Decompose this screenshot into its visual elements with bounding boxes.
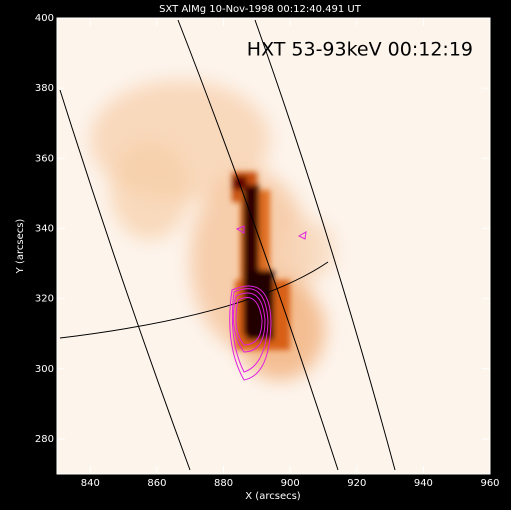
y-axis-label: Y (arcsecs): [15, 219, 26, 275]
annotation: HXT 53-93keV 00:12:19: [247, 39, 473, 61]
y-tick-label: 380: [35, 83, 54, 94]
y-tick-label: 360: [35, 153, 54, 164]
x-tick-label: 920: [347, 478, 366, 489]
solar-image: [57, 18, 490, 474]
x-tick-label: 880: [214, 478, 233, 489]
y-tick-label: 400: [35, 13, 54, 24]
y-tick-label: 300: [35, 364, 54, 375]
x-tick-label: 940: [414, 478, 433, 489]
y-tick-label: 340: [35, 223, 54, 234]
x-axis-label: X (arcsecs): [245, 491, 301, 502]
plot-frame: [56, 17, 491, 475]
chart-title: SXT AlMg 10-Nov-1998 00:12:40.491 UT: [159, 4, 362, 15]
x-tick-label: 900: [281, 478, 300, 489]
x-tick-label: 860: [147, 478, 166, 489]
x-tick-label: 960: [480, 478, 499, 489]
x-tick-label: 840: [81, 478, 100, 489]
y-tick-label: 280: [35, 434, 54, 445]
y-tick-label: 320: [35, 294, 54, 305]
